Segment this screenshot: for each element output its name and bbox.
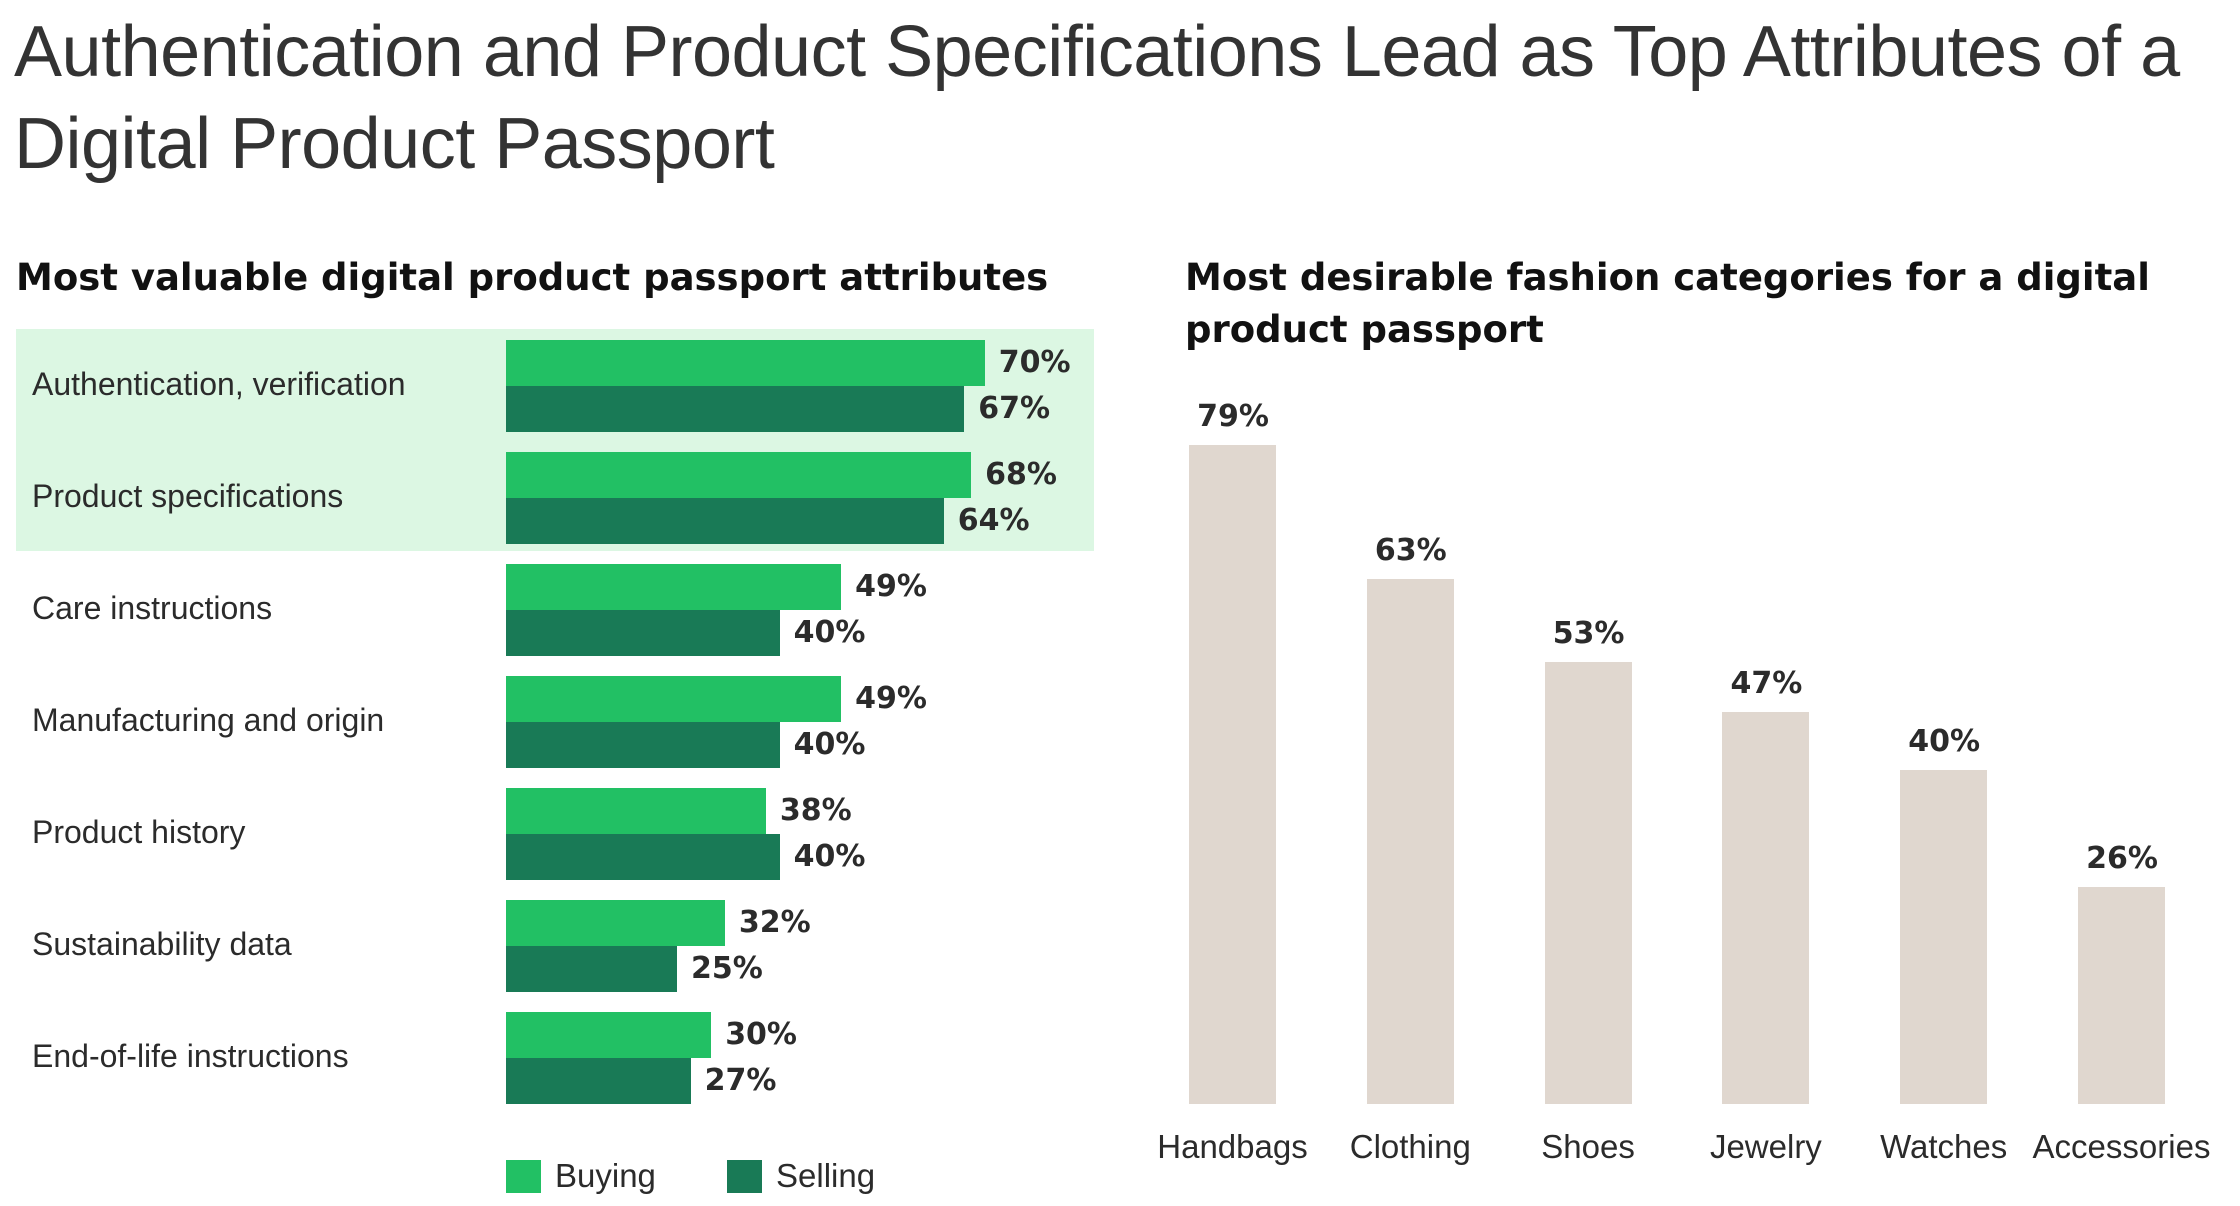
row-label: Sustainability data [32,926,292,962]
value-label-buying: 68% [985,457,1057,492]
bar-buying [506,1012,712,1058]
row-label: Product history [32,814,246,850]
value-label-selling: 64% [957,503,1030,538]
value-label-buying: 30% [725,1017,797,1052]
row-label: Care instructions [32,590,273,626]
bar-buying [506,340,985,386]
right-chart-title: Most desirable fashion categories for a … [1185,256,2150,351]
category-value-label: 26% [2086,841,2158,877]
bar-selling [506,722,780,768]
category-label: Shoes [1541,1128,1635,1165]
bar-selling [506,834,780,880]
category-label: Watches [1880,1128,2008,1165]
category-value-label: 79% [1197,399,1269,435]
legend-swatch-buying [506,1159,541,1193]
row-label: End-of-life instructions [32,1038,349,1074]
value-label-buying: 32% [738,905,811,940]
bar-selling [506,386,965,432]
value-label-selling: 67% [978,391,1051,426]
category-bar [1900,770,1988,1104]
page-title: Authentication and Product Specification… [14,12,2180,184]
category-bar [1189,445,1276,1104]
value-label-buying: 49% [855,569,927,604]
value-label-selling: 40% [793,727,866,762]
category-value-label: 40% [1908,724,1981,760]
bar-buying [506,788,766,834]
row-label: Manufacturing and origin [32,702,385,738]
left-chart-title: Most valuable digital product passport a… [16,256,1049,299]
legend-item-selling: Selling [727,1157,875,1195]
category-bar [1366,578,1454,1104]
legend-item-buying: Buying [506,1157,656,1195]
legend-label-buying: Buying [555,1157,656,1194]
bar-selling [506,610,780,656]
category-value-label: 63% [1374,532,1447,568]
value-label-buying: 38% [779,793,852,828]
category-bar [1722,712,1810,1104]
category-label: Handbags [1157,1128,1308,1165]
bar-buying [506,676,842,722]
bar-buying [506,900,725,946]
category-value-label: 53% [1552,615,1625,651]
value-label-buying: 49% [855,681,927,716]
bar-selling [506,1058,691,1104]
value-label-selling: 25% [691,951,763,986]
category-label: Jewelry [1709,1128,1822,1165]
category-bar [2078,887,2165,1104]
value-label-buying: 70% [998,345,1071,380]
value-label-selling: 27% [704,1063,777,1098]
category-bar [1544,661,1632,1104]
bar-selling [506,498,944,544]
row-label: Authentication, verification [32,366,406,402]
value-label-selling: 40% [793,615,866,650]
category-value-label: 47% [1730,666,1803,702]
legend-swatch-selling [727,1159,762,1193]
category-label: Clothing [1349,1128,1471,1165]
category-label: Accessories [2032,1128,2211,1165]
bar-buying [506,452,972,498]
bar-buying [506,564,842,610]
legend-label-selling: Selling [776,1157,876,1194]
value-label-selling: 40% [793,839,866,874]
bar-selling [506,946,677,992]
row-label: Product specifications [32,478,344,514]
